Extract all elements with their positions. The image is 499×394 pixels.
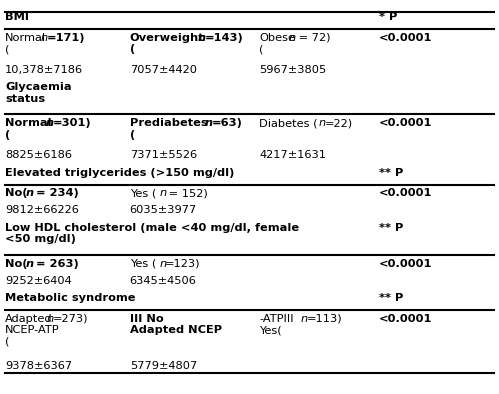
Text: Normal
(: Normal ( — [5, 118, 51, 140]
Text: ** P: ** P — [379, 167, 404, 178]
Text: n: n — [40, 33, 48, 43]
Text: Diabetes (: Diabetes ( — [259, 118, 318, 128]
Text: =123): =123) — [165, 258, 201, 269]
Text: =113): =113) — [307, 314, 342, 324]
Text: Elevated triglycerides (>150 mg/dl): Elevated triglycerides (>150 mg/dl) — [5, 167, 235, 178]
Text: <0.0001: <0.0001 — [379, 188, 433, 199]
Text: 9812±66226: 9812±66226 — [5, 206, 79, 216]
Text: n: n — [301, 314, 308, 324]
Text: <0.0001: <0.0001 — [379, 258, 433, 269]
Text: 8825±6186: 8825±6186 — [5, 151, 72, 160]
Text: ** P: ** P — [379, 293, 404, 303]
Text: * P: * P — [379, 12, 398, 22]
Text: 6035±3977: 6035±3977 — [130, 206, 197, 216]
Text: <0.0001: <0.0001 — [379, 314, 433, 324]
Text: =22): =22) — [325, 118, 353, 128]
Text: 10,378±7186: 10,378±7186 — [5, 65, 83, 75]
Text: n: n — [25, 188, 33, 199]
Text: =143): =143) — [205, 33, 244, 43]
Text: n: n — [159, 188, 167, 199]
Text: = 234): = 234) — [32, 188, 79, 199]
Text: 4217±1631: 4217±1631 — [259, 151, 326, 160]
Text: =171): =171) — [46, 33, 85, 43]
Text: <0.0001: <0.0001 — [379, 33, 433, 43]
Text: 9378±6367: 9378±6367 — [5, 361, 72, 371]
Text: n: n — [46, 314, 54, 324]
Text: =63): =63) — [212, 118, 243, 128]
Text: 6345±4506: 6345±4506 — [130, 276, 197, 286]
Text: Metabolic syndrome: Metabolic syndrome — [5, 293, 136, 303]
Text: =273): =273) — [52, 314, 88, 324]
Text: n: n — [198, 33, 206, 43]
Text: Yes (: Yes ( — [130, 258, 156, 269]
Text: Adapted
NCEP-ATP
(: Adapted NCEP-ATP ( — [5, 314, 59, 347]
Text: Prediabetes
(: Prediabetes ( — [130, 118, 208, 140]
Text: Low HDL cholesterol (male <40 mg/dl, female
<50 mg/dl): Low HDL cholesterol (male <40 mg/dl, fem… — [5, 223, 299, 244]
Text: <0.0001: <0.0001 — [379, 118, 433, 128]
Text: n: n — [289, 33, 296, 43]
Text: 7371±5526: 7371±5526 — [130, 151, 197, 160]
Text: = 152): = 152) — [165, 188, 208, 199]
Text: n: n — [25, 258, 33, 269]
Text: n: n — [159, 258, 167, 269]
Text: 9252±6404: 9252±6404 — [5, 276, 72, 286]
Text: III No
Adapted NCEP: III No Adapted NCEP — [130, 314, 222, 335]
Text: Overweight
(: Overweight ( — [130, 33, 205, 54]
Text: 5967±3805: 5967±3805 — [259, 65, 327, 75]
Text: Obese
(: Obese ( — [259, 33, 295, 54]
Text: = 72): = 72) — [295, 33, 330, 43]
Text: Yes (: Yes ( — [130, 188, 156, 199]
Text: No(: No( — [5, 258, 27, 269]
Text: BMI: BMI — [5, 12, 29, 22]
Text: n: n — [46, 118, 54, 128]
Text: n: n — [205, 118, 213, 128]
Text: = 263): = 263) — [32, 258, 79, 269]
Text: n: n — [319, 118, 326, 128]
Text: Glycaemia
status: Glycaemia status — [5, 82, 72, 104]
Text: Normal
(: Normal ( — [5, 33, 46, 54]
Text: No(: No( — [5, 188, 27, 199]
Text: ** P: ** P — [379, 223, 404, 232]
Text: -ATPIII
Yes(: -ATPIII Yes( — [259, 314, 294, 335]
Text: 5779±4807: 5779±4807 — [130, 361, 197, 371]
Text: 7057±4420: 7057±4420 — [130, 65, 197, 75]
Text: =301): =301) — [53, 118, 91, 128]
